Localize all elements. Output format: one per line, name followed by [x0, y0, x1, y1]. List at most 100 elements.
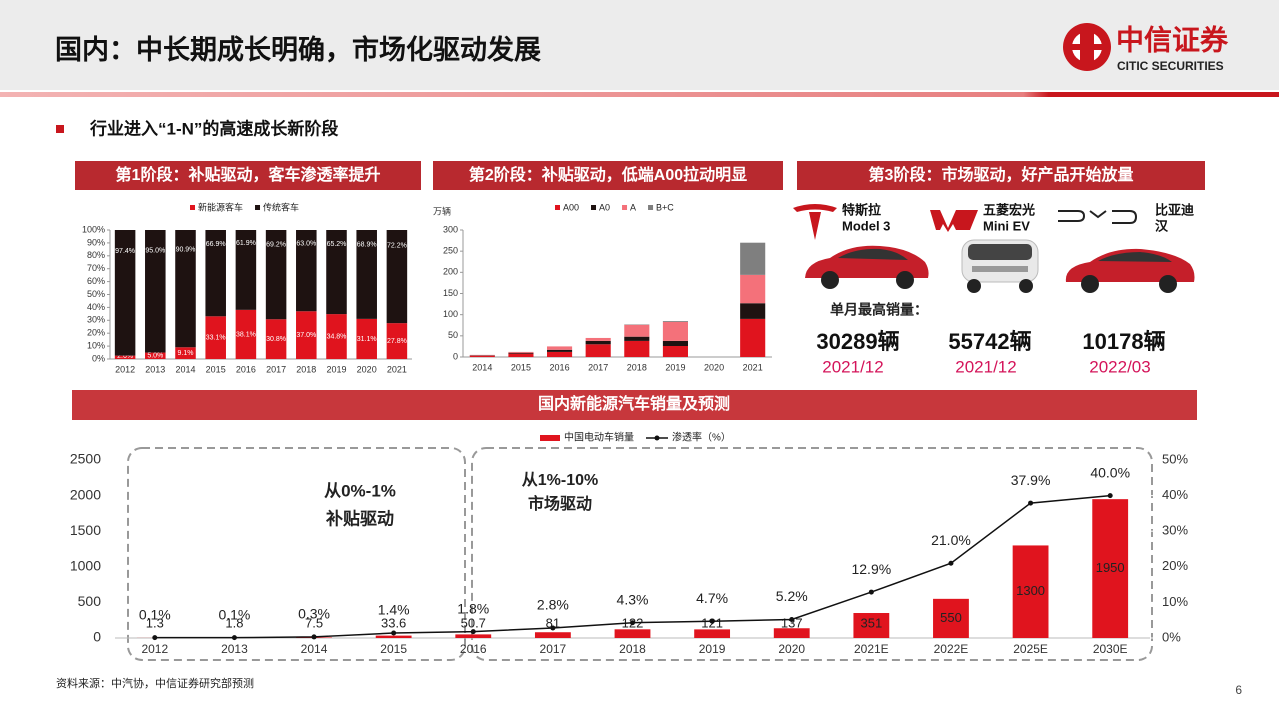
y-tick-label: 250	[443, 246, 458, 256]
bar	[773, 628, 810, 638]
bar-label: 50.7	[461, 615, 486, 630]
bar-segment	[114, 230, 136, 356]
data-label: 38.1%	[236, 331, 256, 338]
y-tick-label: 20%	[87, 328, 105, 338]
bar-segment	[585, 337, 611, 341]
sales-date: 2022/03	[1089, 357, 1150, 376]
line-label: 37.9%	[1011, 472, 1051, 488]
legend-swatch	[555, 205, 560, 210]
legend-label: 中国电动车销量	[564, 431, 634, 444]
bar-segment	[547, 346, 573, 350]
bar-segment	[508, 352, 534, 354]
bar-segment	[662, 340, 688, 346]
annotation: 从1%-10%	[522, 471, 598, 489]
y-tick-label: 40%	[87, 302, 105, 312]
y-tick-label: 30%	[87, 315, 105, 325]
phase-box	[471, 447, 1153, 661]
x-tick-label: 2015	[511, 362, 531, 372]
bullet-text: 行业进入“1-N”的高速成长新阶段	[89, 118, 338, 138]
y2-tick-label: 30%	[1162, 523, 1188, 538]
line-point	[152, 635, 158, 641]
bar-label: 81	[546, 615, 560, 630]
bar	[1092, 499, 1129, 638]
panel-title: 第2阶段：补贴驱动，低端A00拉动明显	[469, 165, 747, 184]
y-tick-label: 60%	[87, 276, 105, 286]
bar-segment	[265, 230, 287, 320]
legend-label: A00	[563, 202, 579, 212]
data-label: 9.1%	[178, 350, 194, 357]
bar-segment	[662, 321, 688, 341]
car-model: 汉	[1155, 218, 1169, 233]
bar-segment	[547, 351, 573, 357]
data-label: 68.9%	[357, 242, 377, 249]
legend-swatch	[648, 205, 654, 210]
bar	[694, 629, 731, 638]
bar-segment	[235, 309, 257, 359]
x-tick-label: 2025E	[1013, 642, 1048, 656]
bar-segment	[326, 230, 347, 315]
line-label: 0.1%	[218, 606, 250, 622]
data-label: 63.0%	[296, 240, 316, 247]
line-label: 0.1%	[139, 606, 171, 622]
line-point	[1107, 493, 1113, 499]
car-brand: 特斯拉	[842, 202, 881, 217]
bar-segment	[296, 230, 317, 312]
x-tick-label: 2030E	[1093, 642, 1128, 656]
car-model: Model 3	[842, 218, 890, 233]
line-point	[391, 630, 397, 636]
x-tick-label: 2019	[665, 362, 685, 372]
data-label: 95.0%	[145, 247, 165, 254]
x-tick-label: 2014	[301, 642, 328, 656]
data-label: 2.6%	[117, 353, 133, 360]
bar-segment	[175, 230, 196, 348]
x-tick-label: 2018	[627, 362, 647, 372]
source: 资料来源：中汽协，中信证券研究部预测	[56, 676, 254, 690]
line-label: 1.4%	[378, 602, 410, 618]
panel-title-bar	[433, 161, 783, 190]
bar-label: 1.3	[146, 615, 164, 630]
bar-label: 33.6	[381, 615, 406, 630]
sales-figure: 10178辆	[1082, 329, 1165, 354]
y-tick-label: 500	[78, 593, 102, 609]
y2-tick-label: 10%	[1162, 594, 1188, 609]
bar	[853, 613, 890, 638]
x-tick-label: 2013	[221, 642, 248, 656]
page-number: 6	[1235, 683, 1242, 697]
logo-en: CITIC SECURITIES	[1117, 59, 1224, 73]
x-tick-label: 2018	[619, 642, 646, 656]
x-tick-label: 2017	[266, 364, 286, 374]
x-tick-label: 2016	[550, 362, 570, 372]
x-tick-label: 2015	[206, 364, 226, 374]
chart-title: 国内新能源汽车销量及预测	[538, 394, 730, 413]
data-label: 27.8%	[387, 338, 407, 345]
y-tick-label: 0%	[92, 353, 105, 363]
bar-segment	[585, 344, 611, 357]
legend-swatch	[190, 205, 195, 210]
data-label: 97.4%	[115, 248, 135, 255]
bar-segment	[740, 318, 766, 357]
data-label: 30.8%	[266, 336, 286, 343]
line-label: 5.2%	[776, 588, 808, 604]
line-point	[630, 620, 635, 626]
bar-segment	[145, 352, 166, 359]
line-label: 4.7%	[696, 590, 728, 606]
legend-swatch	[622, 205, 628, 210]
x-tick-label: 2022E	[934, 642, 969, 656]
annotation: 补贴驱动	[325, 508, 394, 528]
y2-tick-label: 20%	[1162, 558, 1188, 573]
bar	[375, 635, 412, 638]
caption: 单月最高销量：	[830, 302, 928, 318]
x-tick-label: 2020	[704, 362, 724, 372]
y-tick-label: 100%	[82, 224, 105, 234]
bar-segment	[585, 340, 611, 345]
legend-marker	[654, 435, 660, 441]
bar-segment	[547, 349, 573, 352]
bar-segment	[265, 319, 287, 359]
bar-segment	[356, 318, 377, 359]
tesla-logo	[793, 204, 837, 240]
bar-segment	[205, 316, 226, 359]
y-tick-label: 0	[453, 351, 458, 361]
slide-title: 国内：中长期成长明确，市场化驱动发展	[55, 34, 541, 65]
bar-segment	[296, 311, 317, 359]
y-tick-label: 80%	[87, 250, 105, 260]
